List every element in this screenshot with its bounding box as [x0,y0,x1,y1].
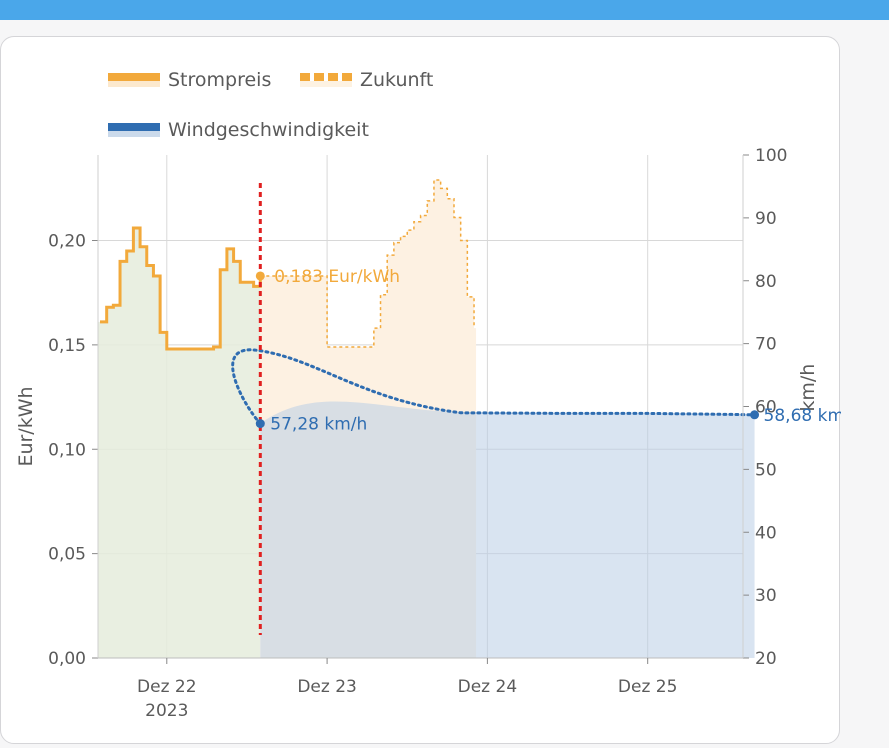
y-left-tick-label: 0,05 [48,545,86,565]
y-left-axis-title: Eur/kWh [15,386,37,466]
legend-zukunft-swatch-dash [328,73,338,81]
y-right-tick-label: 90 [755,209,777,229]
x-tick-label: Dez 22 [137,677,197,697]
y-left-tick-label: 0,10 [48,440,86,460]
wind-current-point [255,419,265,429]
y-right-tick-label: 40 [755,523,777,543]
legend-windgeschwindigkeit-label: Windgeschwindigkeit [168,119,369,141]
series-lines [100,179,757,635]
windgeschwindigkeit-area [260,401,755,658]
legend-strompreis-label: Strompreis [168,69,271,91]
y-right-tick-label: 80 [755,272,777,292]
y-right-tick-label: 100 [755,146,787,166]
y-left-tick-label: 0,20 [48,232,86,252]
legend-windgeschwindigkeit-swatch [108,123,160,131]
strompreis-current-point [255,271,265,281]
axes: 0,00 0,05 0,10 0,15 0,20 20 30 40 50 60 70 80 90 100 D… [15,146,819,721]
header-bar [0,0,889,20]
y-right-tick-label: 50 [755,460,777,480]
x-tick-label: Dez 25 [618,677,678,697]
y-left-tick-label: 0,15 [48,336,86,356]
legend-zukunft-swatch-dash [300,73,310,81]
wind-end-label: 58,68 km/h [764,406,841,426]
annotations: 0,183 Eur/kWh 57,28 km/h 58,68 km/h [255,267,841,435]
wind-end-point [750,410,760,420]
y-left-tick-label: 0,00 [48,649,86,669]
area-fills [98,179,755,658]
x-tick-label: Dez 24 [458,677,518,697]
zukunft-line [260,179,475,348]
y-right-axis-title: km/h [797,364,819,412]
y-right-tick-label: 20 [755,649,777,669]
y-right-tick-label: 70 [755,335,777,355]
legend-strompreis-swatch-fill [108,81,160,87]
legend-strompreis-swatch [108,73,160,81]
legend-windgeschwindigkeit[interactable]: Windgeschwindigkeit [108,119,369,141]
legend-zukunft[interactable]: Zukunft [300,69,433,91]
strompreis-line [100,226,262,351]
strompreis-current-label: 0,183 Eur/kWh [274,267,400,287]
strompreis-area [98,227,261,658]
y-right-tick-label: 30 [755,586,777,606]
y-right-tick-label: 60 [755,398,777,418]
legend[interactable]: Strompreis Zukunft Windgeschwindigkeit [108,69,433,141]
legend-windgeschwindigkeit-swatch-fill [108,131,160,137]
price-wind-chart: 0,00 0,05 0,10 0,15 0,20 20 30 40 50 60 70 80 90 100 D… [15,69,841,721]
legend-zukunft-swatch-dash [314,73,324,81]
x-tick-label: Dez 23 [297,677,357,697]
chart-card: 0,00 0,05 0,10 0,15 0,20 20 30 40 50 60 70 80 90 100 D… [0,36,841,744]
windgeschwindigkeit-line [231,348,757,426]
legend-zukunft-swatch-fill [300,81,352,87]
legend-strompreis[interactable]: Strompreis [108,69,271,91]
x-tick-year-label: 2023 [145,701,188,721]
legend-zukunft-swatch-dash [342,73,352,81]
legend-zukunft-label: Zukunft [360,69,433,91]
wind-current-label: 57,28 km/h [270,415,367,435]
